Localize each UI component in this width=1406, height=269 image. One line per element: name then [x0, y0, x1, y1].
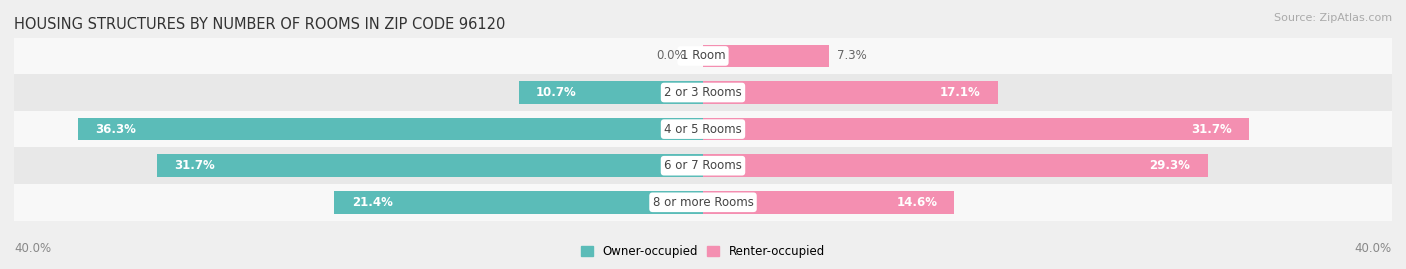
Text: 36.3%: 36.3%: [96, 123, 136, 136]
Text: 31.7%: 31.7%: [174, 159, 215, 172]
Text: 17.1%: 17.1%: [939, 86, 980, 99]
Text: 21.4%: 21.4%: [352, 196, 392, 209]
Text: 2 or 3 Rooms: 2 or 3 Rooms: [664, 86, 742, 99]
Text: 6 or 7 Rooms: 6 or 7 Rooms: [664, 159, 742, 172]
Legend: Owner-occupied, Renter-occupied: Owner-occupied, Renter-occupied: [576, 241, 830, 263]
Text: 7.3%: 7.3%: [838, 49, 868, 62]
Bar: [703, 45, 828, 67]
Text: 29.3%: 29.3%: [1150, 159, 1191, 172]
Text: HOUSING STRUCTURES BY NUMBER OF ROOMS IN ZIP CODE 96120: HOUSING STRUCTURES BY NUMBER OF ROOMS IN…: [14, 17, 505, 32]
Text: 1 Room: 1 Room: [681, 49, 725, 62]
Bar: [703, 154, 1208, 177]
Bar: [703, 118, 1249, 140]
Text: 31.7%: 31.7%: [1191, 123, 1232, 136]
Bar: [703, 81, 997, 104]
Text: 0.0%: 0.0%: [657, 49, 686, 62]
Text: 4 or 5 Rooms: 4 or 5 Rooms: [664, 123, 742, 136]
Text: 8 or more Rooms: 8 or more Rooms: [652, 196, 754, 209]
Bar: [335, 191, 703, 214]
Bar: [14, 38, 1392, 74]
Bar: [703, 191, 955, 214]
Bar: [519, 81, 703, 104]
Text: 40.0%: 40.0%: [1355, 242, 1392, 255]
Bar: [157, 154, 703, 177]
Text: 10.7%: 10.7%: [536, 86, 576, 99]
Bar: [14, 111, 1392, 147]
Text: Source: ZipAtlas.com: Source: ZipAtlas.com: [1274, 13, 1392, 23]
Bar: [14, 147, 1392, 184]
Bar: [77, 118, 703, 140]
Bar: [14, 184, 1392, 221]
Bar: [14, 74, 1392, 111]
Text: 14.6%: 14.6%: [896, 196, 938, 209]
Text: 40.0%: 40.0%: [14, 242, 51, 255]
